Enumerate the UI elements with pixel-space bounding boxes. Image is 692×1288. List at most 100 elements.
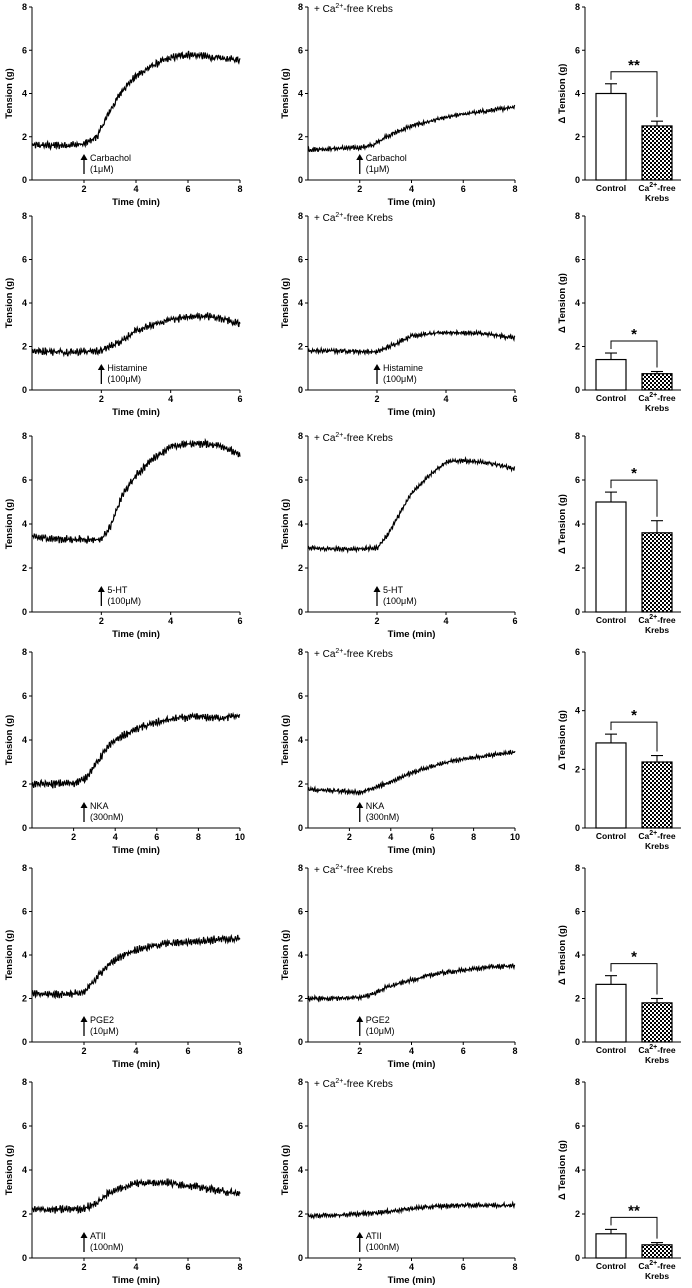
y-tick-label: 0 [298, 1037, 303, 1047]
condition-note: + Ca2+-free Krebs [314, 3, 393, 15]
bar-control [595, 92, 627, 181]
y-axis-title: Tension (g) [280, 715, 291, 765]
category-label-ca-free: Ca2+-free [638, 392, 676, 403]
x-axis-title: Time (min) [388, 629, 436, 640]
category-label-ca-free-line2: Krebs [645, 1271, 669, 1281]
y-tick-label: 8 [575, 1077, 580, 1087]
x-tick-label: 4 [409, 1262, 414, 1272]
agonist-arrow-icon [373, 364, 381, 370]
x-tick-label: 6 [512, 616, 517, 626]
y-tick-label: 6 [22, 45, 27, 55]
y-tick-label: 2 [575, 132, 580, 142]
y-tick-label: 6 [575, 907, 580, 917]
significance-stars: * [631, 707, 637, 724]
y-axis-title: Δ Tension (g) [557, 1140, 568, 1200]
y-tick-label: 2 [22, 563, 27, 573]
category-label-ca-free-line2: Krebs [645, 625, 669, 635]
y-axis-title: Δ Tension (g) [557, 494, 568, 554]
x-tick-label: 8 [512, 184, 517, 194]
x-tick-label: 6 [461, 184, 466, 194]
x-tick-label: 6 [512, 394, 517, 404]
bar-ca-free [641, 373, 673, 391]
y-tick-label: 0 [575, 385, 580, 395]
significance-bracket [610, 340, 658, 368]
y-tick-label: 8 [22, 211, 27, 221]
y-tick-label: 2 [298, 342, 303, 352]
y-tick-label: 6 [575, 255, 580, 265]
x-tick-label: 2 [347, 832, 352, 842]
agonist-concentration: (10μM) [90, 1026, 119, 1036]
trace-panel: 0 2 4 6 8 Tension (g) 2 4 6 8 Time (min) PGE2(10μM) [4, 863, 243, 1070]
agonist-label: ATII [90, 1231, 106, 1241]
x-axis-title: Time (min) [388, 845, 436, 856]
category-label-control: Control [596, 831, 626, 841]
x-tick-label: 6 [461, 1046, 466, 1056]
y-tick-label: 6 [298, 907, 303, 917]
y-tick-label: 2 [22, 1209, 27, 1219]
category-label-ca-free-line2: Krebs [645, 193, 669, 203]
y-tick-label: 0 [575, 607, 580, 617]
x-tick-label: 4 [443, 616, 448, 626]
y-tick-label: 0 [22, 823, 27, 833]
x-tick-label: 4 [409, 184, 414, 194]
y-axis-title: Δ Tension (g) [557, 925, 568, 985]
y-tick-label: 4 [22, 89, 27, 99]
agonist-arrow-icon [80, 154, 88, 160]
y-axis-title: Tension (g) [4, 715, 15, 765]
condition-note: + Ca2+-free Krebs [314, 1078, 393, 1090]
x-tick-label: 4 [113, 832, 118, 842]
y-tick-label: 0 [298, 607, 303, 617]
y-tick-label: 4 [22, 519, 27, 529]
y-tick-label: 8 [22, 431, 27, 441]
trace-panel: 0 2 4 6 8 Tension (g) 2 4 6 8 10 Time (min) NKA(300n… [4, 647, 245, 856]
tension-trace [307, 328, 516, 357]
category-label-control: Control [596, 615, 626, 625]
x-tick-label: 4 [409, 1046, 414, 1056]
x-tick-label: 2 [99, 616, 104, 626]
y-tick-label: 4 [22, 298, 27, 308]
y-tick-label: 4 [298, 950, 303, 960]
x-axis-title: Time (min) [112, 197, 160, 208]
y-axis-title: Tension (g) [280, 499, 291, 549]
y-tick-label: 4 [22, 1165, 27, 1175]
trace-panel: 0 2 4 6 8 Tension (g) 2 4 6 Time (min) Histamine(1… [280, 211, 518, 418]
y-tick-label: 0 [298, 823, 303, 833]
agonist-concentration: (100μM) [383, 596, 417, 606]
x-tick-label: 8 [237, 1262, 242, 1272]
condition-note: + Ca2+-free Krebs [314, 648, 393, 660]
trace-panel: 0 2 4 6 8 Tension (g) 2 4 6 8 Time (min) Carbachol(… [4, 2, 243, 208]
y-tick-label: 8 [22, 647, 27, 657]
y-tick-label: 0 [22, 175, 27, 185]
y-tick-label: 4 [575, 706, 580, 716]
y-tick-label: 6 [575, 45, 580, 55]
agonist-label: PGE2 [366, 1015, 390, 1025]
tension-trace [307, 749, 516, 796]
y-tick-label: 8 [22, 1077, 27, 1087]
bar-ca-free [641, 1244, 673, 1259]
y-axis-title: Tension (g) [280, 1145, 291, 1195]
x-tick-label: 10 [235, 832, 245, 842]
agonist-arrow-icon [97, 364, 105, 370]
bar-control [595, 1233, 627, 1259]
x-axis-title: Time (min) [388, 1059, 436, 1070]
significance-stars: * [631, 465, 637, 482]
y-tick-label: 4 [22, 735, 27, 745]
agonist-arrow-icon [356, 154, 364, 160]
trace-panel: 0 2 4 6 8 Tension (g) 2 4 6 8 Time (min) ATII(100nM… [280, 1077, 518, 1286]
x-tick-label: 4 [443, 394, 448, 404]
y-tick-label: 2 [22, 994, 27, 1004]
bar-control [595, 358, 627, 391]
y-axis-title: Tension (g) [4, 499, 15, 549]
x-tick-label: 6 [430, 832, 435, 842]
y-tick-label: 6 [575, 1121, 580, 1131]
agonist-arrow-icon [356, 1016, 364, 1022]
agonist-label: 5-HT [383, 585, 404, 595]
y-tick-label: 2 [575, 994, 580, 1004]
tension-trace [307, 455, 516, 554]
x-tick-label: 8 [471, 832, 476, 842]
x-tick-label: 6 [461, 1262, 466, 1272]
